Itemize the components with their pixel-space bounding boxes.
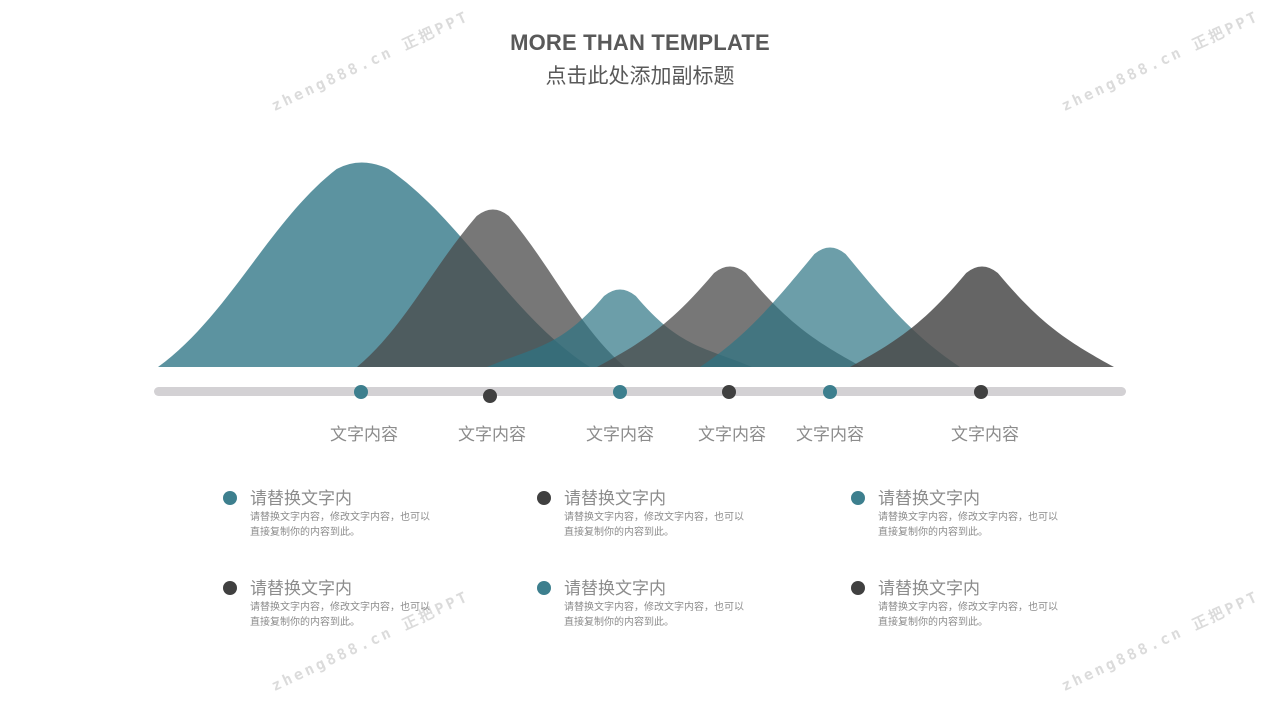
item-description: 请替换文字内容，修改文字内容，也可以直接复制你的内容到此。 <box>250 602 430 628</box>
timeline-label: 文字内容 <box>458 425 526 445</box>
timeline-label: 文字内容 <box>586 425 654 445</box>
timeline-track <box>154 387 1126 396</box>
item-description: 请替换文字内容，修改文字内容，也可以直接复制你的内容到此。 <box>250 512 430 538</box>
item-description: 请替换文字内容，修改文字内容，也可以直接复制你的内容到此。 <box>564 512 744 538</box>
item-title: 请替换文字内 <box>878 579 980 599</box>
bullet-dot-icon <box>851 581 865 595</box>
bullet-dot-icon <box>223 581 237 595</box>
bullet-dot-icon <box>537 581 551 595</box>
item-title: 请替换文字内 <box>250 489 352 509</box>
bullet-dot-icon <box>223 491 237 505</box>
item-title: 请替换文字内 <box>564 489 666 509</box>
bullet-dot-icon <box>851 491 865 505</box>
timeline-marker <box>823 385 837 399</box>
item-title: 请替换文字内 <box>878 489 980 509</box>
timeline-label: 文字内容 <box>796 425 864 445</box>
timeline-marker <box>483 389 497 403</box>
page-subtitle: 点击此处添加副标题 <box>545 64 735 88</box>
timeline-marker <box>354 385 368 399</box>
item-description: 请替换文字内容，修改文字内容，也可以直接复制你的内容到此。 <box>564 602 744 628</box>
timeline-label: 文字内容 <box>951 425 1019 445</box>
watermark: zheng888.cn 正把PPT <box>1058 587 1263 695</box>
mountain-shape <box>700 247 960 367</box>
timeline-marker <box>974 385 988 399</box>
mountain-shape <box>357 209 625 367</box>
timeline-marker <box>613 385 627 399</box>
item-description: 请替换文字内容，修改文字内容，也可以直接复制你的内容到此。 <box>878 512 1058 538</box>
item-title: 请替换文字内 <box>564 579 666 599</box>
mountain-shape <box>850 266 1114 367</box>
bullet-dot-icon <box>537 491 551 505</box>
timeline-marker <box>722 385 736 399</box>
item-title: 请替换文字内 <box>250 579 352 599</box>
item-description: 请替换文字内容，修改文字内容，也可以直接复制你的内容到此。 <box>878 602 1058 628</box>
mountain-diagram <box>154 162 1126 403</box>
timeline-label: 文字内容 <box>698 425 766 445</box>
page-title: MORE THAN TEMPLATE <box>510 30 770 55</box>
timeline-label: 文字内容 <box>330 425 398 445</box>
